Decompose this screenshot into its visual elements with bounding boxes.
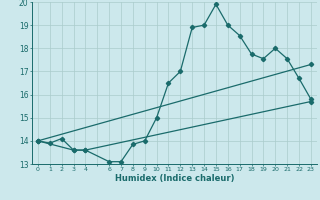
X-axis label: Humidex (Indice chaleur): Humidex (Indice chaleur) bbox=[115, 174, 234, 183]
